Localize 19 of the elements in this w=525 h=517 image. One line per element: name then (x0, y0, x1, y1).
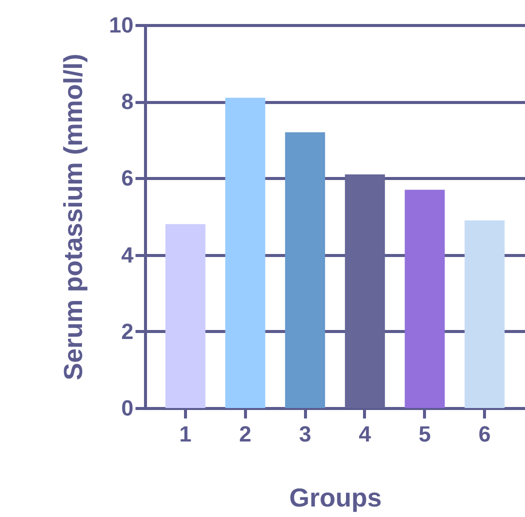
x-tick-label: 4 (358, 422, 372, 446)
y-tick-label: 0 (121, 396, 134, 420)
y-tick-label: 8 (121, 89, 134, 114)
y-tick-label: 6 (121, 166, 134, 191)
y-tick-label: 4 (121, 242, 134, 268)
x-tick-label: 5 (418, 422, 431, 446)
x-tick-label: 2 (239, 422, 252, 446)
x-tick-label: 3 (298, 422, 312, 446)
y-axis-title: Serum potassium (mmol/l) (58, 54, 88, 380)
y-tick-label: 2 (121, 318, 134, 344)
x-tick-label: 6 (478, 422, 491, 446)
bar (404, 190, 445, 408)
bar (464, 220, 505, 408)
bar (165, 224, 206, 408)
bar (225, 98, 266, 408)
x-axis-title: Groups (289, 482, 382, 512)
x-tick-label: 1 (179, 422, 192, 446)
y-tick-label: 10 (109, 12, 134, 38)
bar (285, 132, 326, 408)
